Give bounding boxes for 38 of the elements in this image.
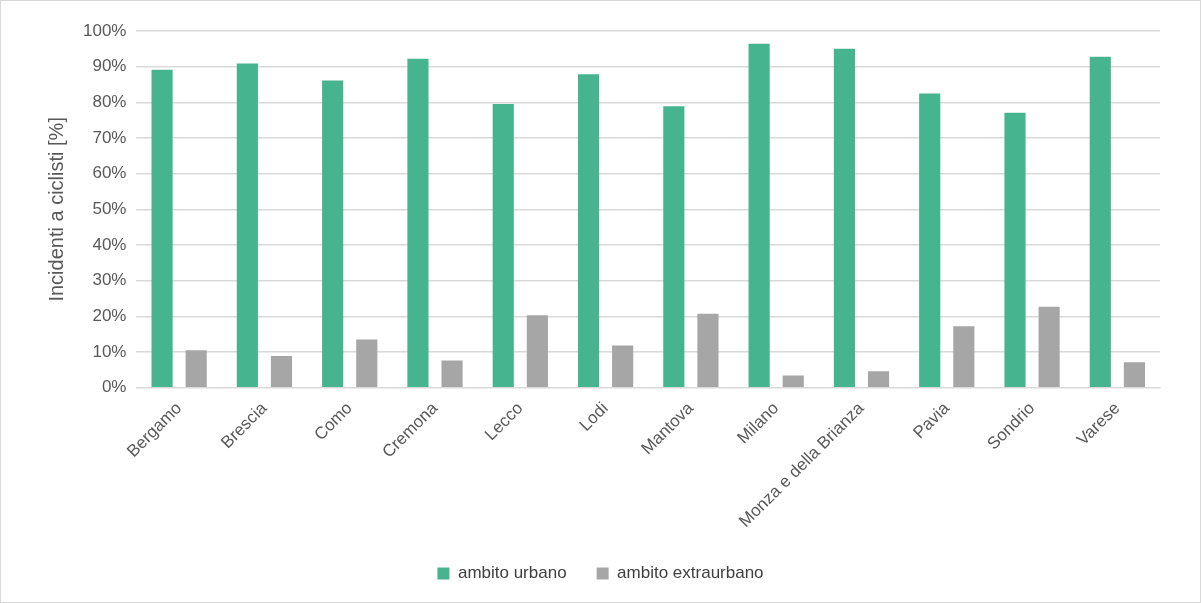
bar <box>663 106 685 387</box>
y-tick-label: 30% <box>92 270 127 290</box>
legend-label: ambito urbano <box>457 563 567 583</box>
bar <box>236 63 258 387</box>
bar <box>1038 306 1060 387</box>
bar <box>697 313 719 387</box>
bar <box>1123 362 1145 387</box>
bar <box>526 315 548 387</box>
bar <box>577 74 600 387</box>
bar <box>441 360 463 387</box>
bar <box>919 93 941 387</box>
bar <box>953 326 975 387</box>
y-tick-label: 20% <box>92 306 127 325</box>
y-tick-label: 70% <box>92 127 127 147</box>
y-tick-label: 100% <box>83 20 127 40</box>
bar <box>356 339 378 387</box>
y-tick-label: 80% <box>92 92 127 112</box>
bar <box>151 69 173 387</box>
bar <box>185 350 207 387</box>
bar <box>407 58 429 387</box>
y-tick-label: 90% <box>92 56 127 76</box>
bar <box>270 355 293 387</box>
y-tick-label: 60% <box>92 163 127 183</box>
y-axis-title: Incidenti a ciclisti [%] <box>44 117 67 302</box>
bar <box>492 104 514 387</box>
bar <box>612 345 634 387</box>
bar <box>833 48 855 387</box>
bar <box>322 80 344 387</box>
y-tick-label: 0% <box>101 377 127 397</box>
bar <box>782 375 804 387</box>
y-tick-label: 10% <box>92 341 127 361</box>
bar <box>867 371 890 387</box>
bar <box>748 43 770 387</box>
y-tick-label: 50% <box>92 199 127 218</box>
legend-label: ambito extraurbano <box>617 563 764 583</box>
bar <box>1089 56 1111 387</box>
bar <box>1004 112 1026 387</box>
y-tick-label: 40% <box>92 234 127 254</box>
